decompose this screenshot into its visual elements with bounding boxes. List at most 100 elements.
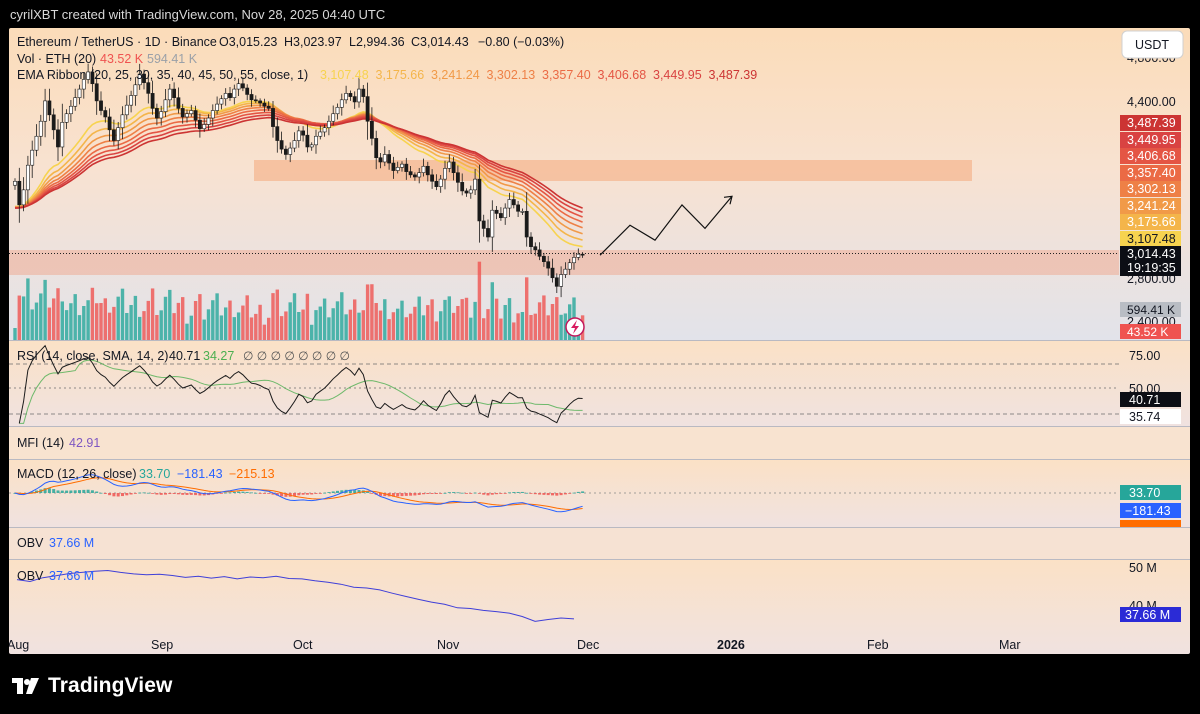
volume-bar xyxy=(17,295,21,340)
volume-bar xyxy=(499,318,503,340)
time-axis[interactable]: Aug Sep Oct Nov Dec 2026 Feb Mar xyxy=(9,638,1021,652)
macd-histogram-bar xyxy=(159,493,163,495)
candle xyxy=(369,107,374,146)
xtick-oct: Oct xyxy=(293,638,313,652)
macd-histogram-bar xyxy=(133,493,137,494)
candle xyxy=(301,126,306,142)
macd-histogram-bar xyxy=(379,493,382,496)
ema-tag-value: 3,406.68 xyxy=(1127,149,1176,163)
macd-histogram-bar xyxy=(228,492,232,494)
macd-histogram-bar xyxy=(400,493,404,497)
macd-histogram-bar xyxy=(581,491,585,493)
volume-bar xyxy=(232,317,236,340)
volume-bar xyxy=(365,284,370,340)
volume-bar xyxy=(512,322,516,340)
macd-histogram-bar xyxy=(452,492,456,493)
volume-bar xyxy=(520,312,525,340)
tradingview-logo[interactable]: TradingView xyxy=(12,674,172,698)
macd-histogram-bar xyxy=(538,493,542,495)
volume-bar xyxy=(172,313,176,340)
candle xyxy=(167,83,172,108)
candle xyxy=(447,154,452,173)
volume-bar xyxy=(60,301,64,340)
macd-histogram-bar xyxy=(245,491,249,493)
candle xyxy=(344,85,349,104)
macd-histogram-bar xyxy=(370,493,374,494)
candle xyxy=(124,95,129,120)
candle xyxy=(47,88,52,121)
xtick-nov: Nov xyxy=(437,638,460,652)
candle xyxy=(464,188,469,197)
currency-button[interactable]: USDT xyxy=(1121,30,1184,59)
macd-histogram-bar xyxy=(125,493,129,496)
candle xyxy=(292,132,297,153)
volume-bar xyxy=(185,323,189,340)
macd-histogram-bar xyxy=(430,493,434,494)
macd-histogram-bar xyxy=(108,493,112,496)
obv-legend-2: OBV xyxy=(17,569,44,583)
candle xyxy=(241,77,245,92)
candle xyxy=(455,165,460,192)
candle xyxy=(438,175,443,193)
volume-bar xyxy=(133,295,138,340)
candle xyxy=(503,203,508,225)
xtick-feb: Feb xyxy=(867,638,889,652)
volume-bar xyxy=(142,311,146,340)
xtick-2026: 2026 xyxy=(717,638,745,652)
candle xyxy=(322,124,327,137)
candle xyxy=(13,178,17,190)
candle xyxy=(142,69,146,90)
last-price-value: 3,014.43 xyxy=(1127,247,1176,261)
candle xyxy=(38,114,43,146)
lightning-icon[interactable] xyxy=(565,317,585,337)
candle xyxy=(232,84,237,105)
macd-histogram-bar xyxy=(69,490,73,493)
candle xyxy=(490,200,495,252)
volume-bar xyxy=(107,312,112,340)
candle xyxy=(507,192,512,217)
macd-histogram-bar xyxy=(284,493,288,497)
volume-bar xyxy=(215,293,219,340)
macd-histogram-bar xyxy=(336,490,339,493)
macd-histogram-bar xyxy=(293,493,296,497)
macd-histogram-bar xyxy=(155,493,159,495)
macd-histogram-bar xyxy=(305,493,309,495)
obv-legend-1: OBV xyxy=(17,536,44,550)
macd-histogram-bar xyxy=(65,490,69,493)
volume-bar xyxy=(301,309,305,340)
macd-histogram-bar xyxy=(495,493,499,495)
macd-histogram-bar xyxy=(185,493,189,495)
candle xyxy=(348,90,353,101)
macd-histogram-bar xyxy=(490,493,494,495)
macd-histogram-bar xyxy=(323,492,327,494)
volume-bar xyxy=(249,317,254,340)
macd-histogram-bar xyxy=(142,492,146,494)
candle xyxy=(90,66,95,92)
candle xyxy=(572,252,576,270)
macd-histogram-bar xyxy=(422,493,425,495)
volume-bar xyxy=(245,295,249,340)
obv-pane-1: OBV 37.66 M xyxy=(17,536,94,550)
ema-legend-value: 3,449.95 xyxy=(653,68,702,82)
mfi-pane: MFI (14) 42.91 xyxy=(17,436,100,450)
candle xyxy=(193,105,198,128)
chart-area[interactable]: Ethereum / TetherUS · 1D · Binance O3,01… xyxy=(9,28,1190,654)
rsi-sma-value: 34.27 xyxy=(203,349,234,363)
macd-histogram-bar xyxy=(78,490,81,493)
candle xyxy=(481,214,486,237)
volume-bar xyxy=(262,324,267,340)
volume-bar xyxy=(555,297,559,340)
candle xyxy=(529,232,533,254)
volume-bar xyxy=(163,296,168,340)
volume-bar xyxy=(292,293,297,340)
candle xyxy=(228,87,232,101)
macd-histogram-bar xyxy=(271,493,275,495)
candle xyxy=(60,103,65,157)
volume-bar xyxy=(82,306,86,340)
volume-bar xyxy=(387,319,391,340)
xtick-sep: Sep xyxy=(151,638,173,652)
macd-histogram-bar xyxy=(280,493,284,497)
candle xyxy=(271,101,275,138)
macd-histogram-bar xyxy=(172,493,176,494)
macd-histogram-bar xyxy=(82,489,86,493)
